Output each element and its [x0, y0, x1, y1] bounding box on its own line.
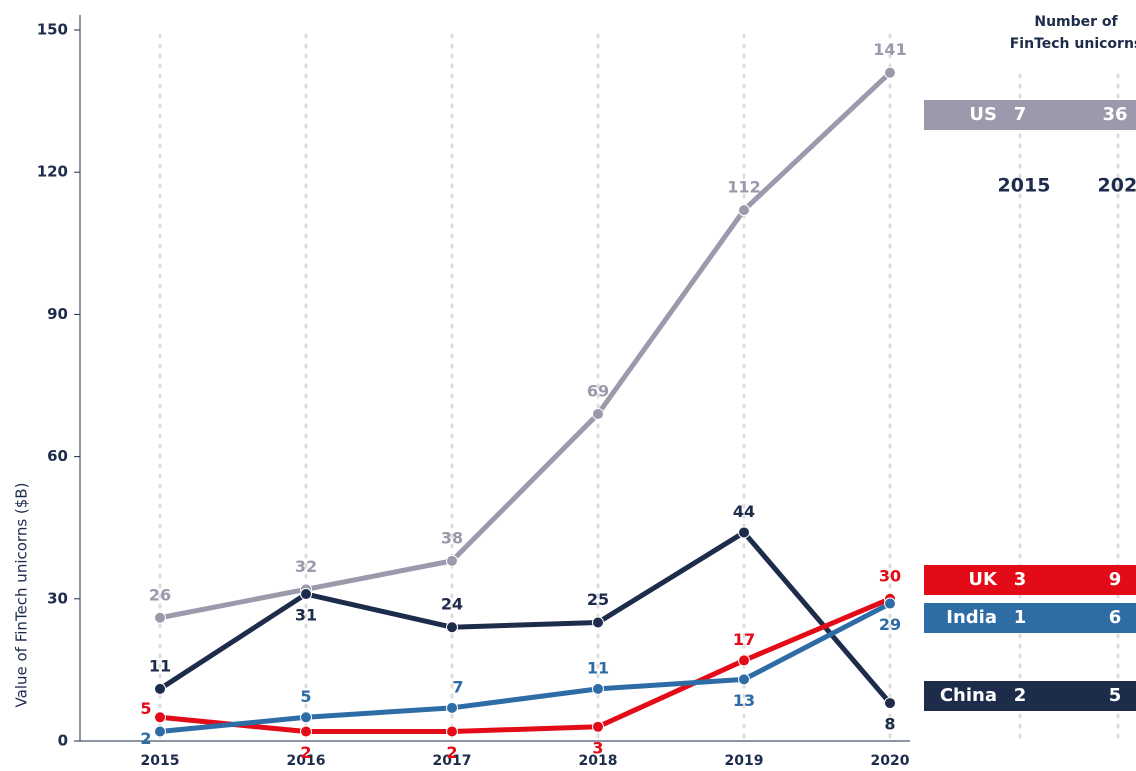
table-country: India: [946, 607, 997, 628]
point: [300, 725, 312, 738]
point: [446, 554, 458, 567]
series-line: [159, 601, 892, 735]
series-line: [158, 529, 892, 705]
y-tick-label: 150: [37, 21, 68, 39]
data-label: 11: [587, 658, 609, 677]
y-axis-label: Value of FinTech unicorns ($B): [13, 483, 31, 708]
table-row: [924, 681, 1136, 711]
table-count: 5: [1109, 685, 1122, 706]
point: [738, 526, 750, 539]
data-label: 24: [441, 595, 463, 614]
point: [592, 616, 604, 629]
table-country: China: [940, 685, 997, 706]
point: [154, 725, 166, 738]
data-label: 3: [592, 738, 603, 757]
table-count: 36: [1102, 104, 1127, 125]
data-label: 44: [733, 502, 755, 521]
x-tick-label: 2015: [141, 753, 180, 769]
point: [738, 654, 750, 667]
table-count: 2: [1014, 685, 1027, 706]
y-tick-label: 0: [58, 732, 68, 750]
data-label: 5: [140, 699, 151, 718]
point: [154, 682, 166, 695]
data-label: 141: [873, 40, 906, 59]
point: [446, 725, 458, 738]
x-tick-label: 2019: [725, 753, 764, 769]
point: [592, 720, 604, 733]
series-line: [159, 596, 891, 735]
data-label: 13: [733, 691, 755, 710]
y-tick-label: 60: [47, 447, 68, 465]
point: [592, 682, 604, 695]
point: [738, 204, 750, 217]
data-label: 2: [300, 743, 311, 762]
data-label: 2: [446, 743, 457, 762]
data-label: 31: [295, 606, 317, 625]
table-year: 2020: [1098, 175, 1136, 197]
data-label: 30: [879, 566, 901, 585]
point: [300, 711, 312, 724]
data-label: 26: [149, 585, 171, 604]
point: [738, 673, 750, 686]
table-title: FinTech unicorns: [1010, 36, 1136, 52]
data-label: 38: [441, 528, 463, 547]
data-label: 8: [884, 715, 895, 734]
x-tick-label: 2016: [287, 753, 326, 769]
data-label: 11: [149, 656, 171, 675]
table-row: [924, 100, 1136, 130]
data-label: 2: [140, 729, 151, 748]
table-count: 1: [1014, 607, 1027, 628]
point: [446, 701, 458, 714]
data-label: 7: [452, 677, 463, 696]
x-tick-label: 2020: [871, 753, 910, 769]
point: [446, 621, 458, 634]
data-label: 29: [879, 615, 901, 634]
y-tick-label: 120: [37, 163, 68, 181]
data-label: 112: [727, 178, 760, 197]
point: [592, 407, 604, 420]
table-title: Number of: [1034, 14, 1118, 30]
point: [884, 697, 896, 710]
table-count: 7: [1014, 104, 1027, 125]
table-year: 2015: [998, 175, 1051, 197]
table-country: UK: [968, 569, 998, 590]
point: [154, 711, 166, 724]
data-label: 25: [587, 590, 609, 609]
x-tick-label: 2018: [579, 753, 618, 769]
point: [884, 66, 896, 79]
point: [154, 611, 166, 624]
series-line: [159, 70, 892, 621]
table-count: 9: [1109, 569, 1122, 590]
data-label: 5: [300, 687, 311, 706]
table-count: 3: [1014, 569, 1027, 590]
point: [884, 597, 896, 610]
data-label: 17: [733, 630, 755, 649]
data-label: 32: [295, 557, 317, 576]
table-row: [924, 603, 1136, 633]
y-tick-label: 90: [47, 305, 68, 323]
point: [300, 588, 312, 601]
data-label: 69: [587, 381, 609, 400]
y-tick-label: 30: [47, 589, 68, 607]
table-count: 6: [1109, 607, 1122, 628]
x-tick-label: 2017: [433, 753, 472, 769]
table-row: [924, 565, 1136, 595]
table-country: US: [969, 104, 997, 125]
